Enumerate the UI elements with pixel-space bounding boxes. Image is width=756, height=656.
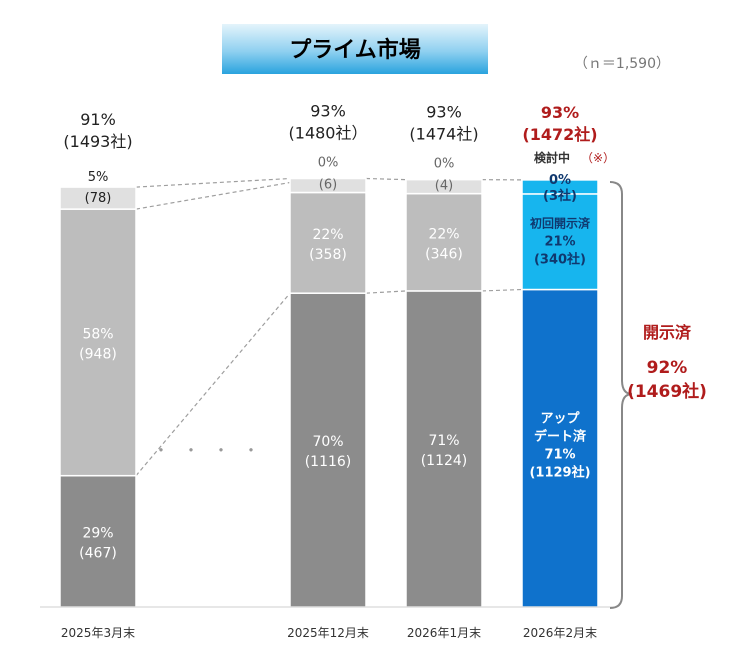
bar-0-segment-1-count: (948) bbox=[79, 346, 117, 362]
connector-0-mid bbox=[135, 181, 291, 210]
bar-1-segment-2 bbox=[289, 177, 367, 194]
bar-0-segment-0 bbox=[59, 474, 137, 608]
bar-2-segment-2-pct: 0% bbox=[434, 157, 455, 172]
bar-1-segment-1-count: (358) bbox=[309, 247, 347, 263]
bracket-label: 開示済 bbox=[643, 323, 692, 342]
bar-1-segment-0 bbox=[289, 292, 367, 608]
chart-title-svg: プライム市場 bbox=[222, 24, 488, 74]
bar-0-segment-2-count: (78) bbox=[85, 191, 112, 206]
bar-1-segment-1-pct: 22% bbox=[312, 227, 343, 243]
chart-title: プライム市場 bbox=[289, 37, 421, 63]
ellipsis: ・・・・ bbox=[153, 441, 273, 460]
bar-2-segment-1-pct: 22% bbox=[428, 226, 459, 242]
sample-size-note: （ｎ＝1,590） bbox=[574, 56, 670, 72]
bar-0-segment-2 bbox=[59, 186, 137, 210]
bar-0-segment-1 bbox=[59, 208, 137, 477]
bar-1-segment-0-pct: 70% bbox=[312, 434, 343, 450]
bar-0-segment-1-pct: 58% bbox=[82, 326, 113, 342]
x-tick-label-2: 2026年1月末 bbox=[407, 626, 481, 640]
connector-1-base bbox=[365, 290, 407, 294]
bar-3-segment-2-pct: 0% bbox=[549, 173, 571, 188]
bars bbox=[59, 177, 599, 608]
bar-3-segment-1-pct: 21% bbox=[544, 235, 575, 250]
bar-1-segment-2-pct: 0% bbox=[318, 156, 339, 171]
bar-2-segment-0 bbox=[405, 290, 483, 608]
bracket-pct: 92% bbox=[647, 358, 688, 378]
total-0-pct: 91% bbox=[80, 110, 116, 129]
bar-3-segment-2-note: （※） bbox=[581, 151, 615, 165]
bar-1-segment-1 bbox=[289, 191, 367, 294]
bracket-count: (1469社) bbox=[627, 381, 707, 402]
connector-1-top bbox=[365, 177, 407, 181]
bar-3-segment-0-pct: 71% bbox=[544, 447, 575, 462]
total-2-pct: 93% bbox=[426, 103, 462, 122]
total-2-count: (1474社) bbox=[409, 125, 478, 144]
bar-0-segment-2-pct: 5% bbox=[88, 170, 109, 185]
connector-lines bbox=[135, 177, 523, 477]
bar-3-segment-1 bbox=[521, 193, 599, 291]
total-3-count: (1472社) bbox=[522, 125, 597, 144]
bar-1-segment-2-count: (6) bbox=[319, 178, 337, 193]
total-0-count: (1493社) bbox=[63, 132, 132, 151]
bar-3-segment-0-count: (1129社) bbox=[529, 464, 590, 480]
bar-3-segment-1-label: 初回開示済 bbox=[530, 216, 591, 231]
total-1-count: (1480社） bbox=[289, 124, 368, 143]
bar-2-segment-0-count: (1124) bbox=[421, 453, 468, 469]
bar-0-segment-0-pct: 29% bbox=[82, 525, 113, 541]
bar-2-segment-2 bbox=[405, 178, 483, 195]
total-3-pct: 93% bbox=[541, 103, 579, 122]
total-1-pct: 93% bbox=[310, 102, 346, 121]
connector-0-top bbox=[135, 177, 291, 188]
bar-3-segment-2 bbox=[521, 179, 599, 195]
bar-2-segment-1-count: (346) bbox=[425, 246, 463, 262]
bar-2-segment-1 bbox=[405, 192, 483, 292]
bar-3-segment-0-label-line2: デート済 bbox=[534, 428, 587, 444]
bar-3-segment-1-count: (340社) bbox=[534, 252, 586, 268]
chart-title-background bbox=[222, 24, 488, 74]
x-tick-label-3: 2026年2月末 bbox=[523, 626, 597, 640]
x-tick-label-0: 2025年3月末 bbox=[61, 626, 135, 640]
disclosed-bracket bbox=[609, 181, 633, 609]
connector-2-base bbox=[481, 288, 523, 292]
bar-1-segment-0-count: (1116) bbox=[305, 454, 352, 470]
labels: 29% (467) 58% (948) 5% (78) 70% (1116) 22% (358) 0… bbox=[63, 102, 615, 562]
bar-2-segment-0-pct: 71% bbox=[428, 433, 459, 449]
connector-0-base bbox=[135, 292, 291, 477]
bar-2-segment-2-count: (4) bbox=[435, 179, 453, 194]
chart-title-box: プライム市場 bbox=[222, 24, 488, 74]
bar-3-segment-2-count: (3社) bbox=[543, 188, 577, 204]
bar-0-segment-0-count: (467) bbox=[79, 545, 117, 561]
x-tick-label-1: 2025年12月末 bbox=[287, 626, 369, 640]
bar-3-segment-2-label: 検討中 bbox=[534, 150, 570, 165]
bar-3-segment-0-label-line1: アップ bbox=[540, 411, 580, 426]
